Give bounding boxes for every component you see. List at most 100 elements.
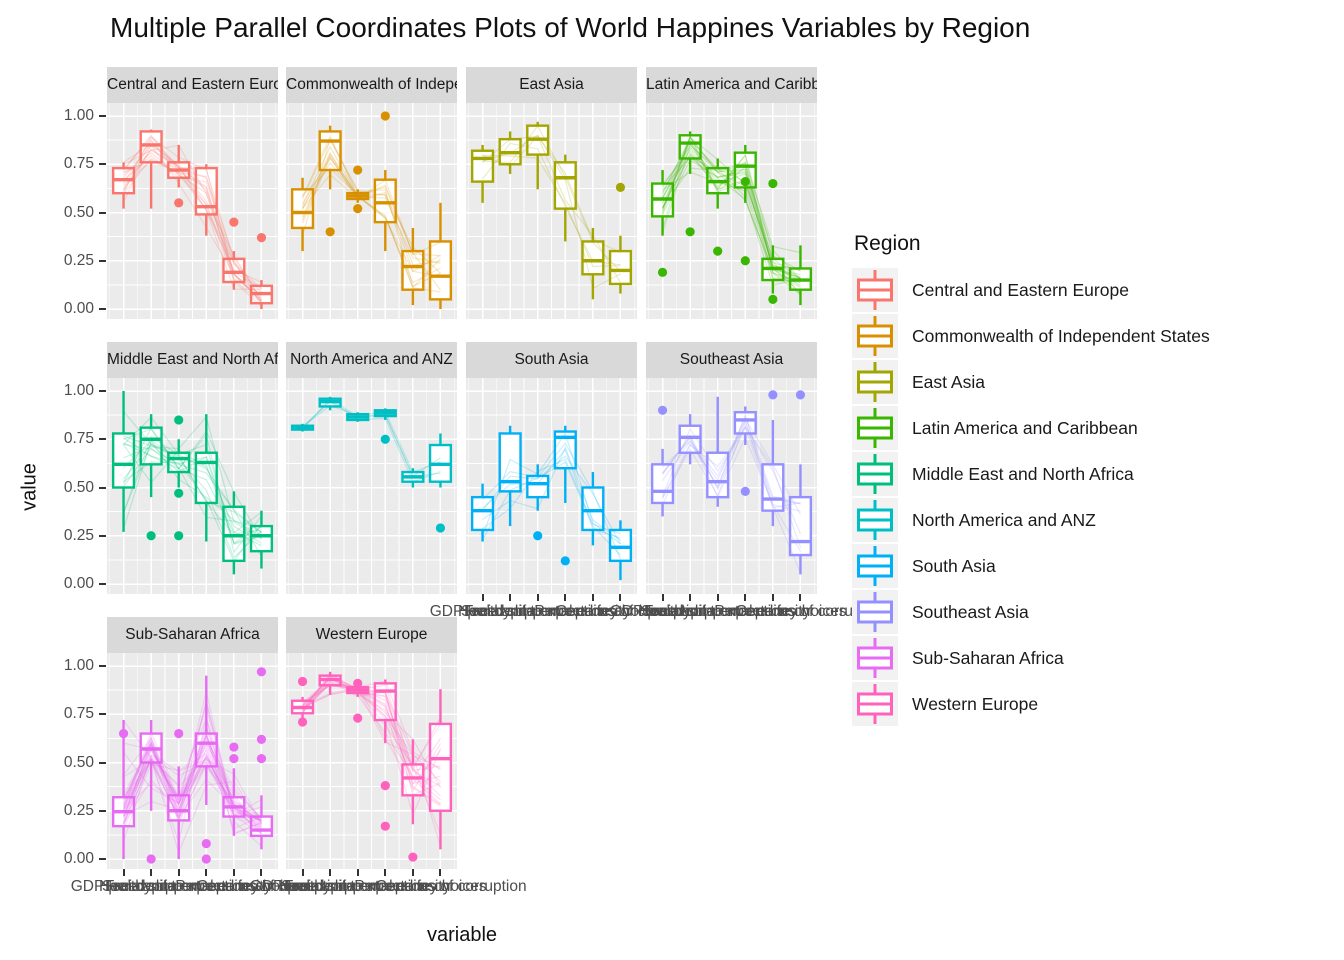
y-axis-tick-mark: [99, 583, 106, 585]
legend-item-label: North America and ANZ: [912, 509, 1096, 530]
x-axis-tick-label: Social support: [641, 603, 740, 620]
x-axis-tick-label: Perceptions of corruption: [534, 603, 707, 620]
x-axis-tick-mark: [260, 869, 263, 876]
x-axis-tick-mark: [536, 594, 539, 601]
x-axis-title: variable: [426, 924, 498, 946]
x-axis-tick-label: Generosity: [735, 603, 811, 620]
legend-item: East Asia: [852, 360, 1210, 404]
y-axis-tick-mark: [99, 163, 106, 166]
legend-key-boxplot-icon: [852, 590, 898, 634]
x-axis-tick-label: GDP per capita: [70, 878, 177, 895]
facet-panel: [286, 653, 457, 869]
x-axis-tick-label: Perceptions of corruption: [175, 878, 348, 895]
x-axis-tick-mark: [771, 594, 774, 601]
y-axis-tick-label: 0.00: [63, 575, 94, 592]
x-axis-tick-label: Freedom to make life choices: [284, 878, 487, 895]
x-axis-tick-label: Generosity: [375, 878, 451, 895]
legend-key-boxplot-icon: [852, 406, 898, 450]
x-axis-tick-label: Generosity: [196, 878, 272, 895]
x-axis-tick-label: Social support: [281, 878, 380, 895]
facet-strip: Sub-Saharan Africa: [107, 617, 278, 653]
y-axis-tick-mark: [99, 438, 106, 441]
facet-panel: [286, 378, 457, 594]
legend-item: Western Europe: [852, 682, 1210, 726]
x-axis-tick-label: GDP per capita: [249, 878, 356, 895]
legend-item: North America and ANZ: [852, 498, 1210, 542]
x-axis-tick-mark: [799, 594, 802, 601]
facet-strip: South Asia: [466, 342, 637, 378]
legend-key-boxplot-icon: [852, 452, 898, 496]
legend-key-boxplot-icon: [852, 268, 898, 312]
facet-strip: Middle East and North Africa: [107, 342, 278, 378]
facet-strip: Commonwealth of Independent States: [286, 67, 457, 103]
legend-item-label: Latin America and Caribbean: [912, 417, 1138, 438]
y-axis-tick-mark: [99, 809, 106, 812]
y-axis-tick-mark: [99, 486, 106, 489]
legend-item-label: Southeast Asia: [912, 601, 1029, 622]
legend-item: Latin America and Caribbean: [852, 406, 1210, 450]
legend-key-boxplot-icon: [852, 544, 898, 588]
facet-panel: [466, 378, 637, 594]
x-axis-tick-mark: [619, 594, 622, 601]
legend-item: Central and Eastern Europe: [852, 268, 1210, 312]
x-axis-tick-mark: [509, 594, 512, 601]
legend-item: Sub-Saharan Africa: [852, 636, 1210, 680]
x-axis-tick-label: Social support: [102, 878, 201, 895]
y-axis-tick-label: 0.25: [63, 526, 94, 544]
facet-panel: [107, 378, 278, 594]
facet-panel: [646, 378, 817, 594]
page-title: Multiple Parallel Coordinates Plots of W…: [110, 12, 1031, 43]
legend-item-label: Western Europe: [912, 693, 1039, 714]
x-axis-tick-label: Perceptions of corruption: [354, 878, 527, 895]
y-axis-tick-mark: [99, 761, 106, 764]
facet-strip: North America and ANZ: [286, 342, 457, 378]
x-axis-tick-mark: [661, 594, 664, 601]
x-axis-tick-mark: [689, 594, 692, 601]
x-axis-tick-mark: [716, 594, 719, 601]
y-axis-tick-label: 0.75: [63, 705, 94, 723]
legend-item-label: Middle East and North Africa: [912, 463, 1134, 484]
x-axis-tick-mark: [122, 869, 125, 876]
y-axis-tick-mark: [99, 211, 106, 214]
y-axis-tick-label: 0.25: [63, 801, 94, 819]
legend-item: Commonwealth of Independent States: [852, 314, 1210, 358]
x-axis-tick-label: Healthy life expectancy: [458, 603, 618, 620]
legend-key-boxplot-icon: [852, 498, 898, 542]
y-axis-tick-mark: [99, 259, 106, 262]
x-axis-tick-label: Healthy life expectancy: [278, 878, 438, 895]
y-axis-tick-mark: [99, 308, 106, 310]
legend: Region Central and Eastern Europe Commonw…: [852, 232, 1210, 728]
facet-strip: Central and Eastern Europe: [107, 67, 278, 103]
x-axis-tick-label: Freedom to make life choices: [105, 878, 308, 895]
y-axis-tick-label: 0.00: [63, 850, 94, 867]
legend-item-label: South Asia: [912, 555, 996, 576]
y-axis-tick-mark: [99, 390, 106, 392]
x-axis-tick-mark: [205, 869, 208, 876]
x-axis-tick-label: GDP per capita: [609, 603, 716, 620]
x-axis-tick-mark: [591, 594, 594, 601]
y-axis-tick-label: 1.00: [63, 657, 94, 674]
y-axis-tick-mark: [99, 713, 106, 716]
y-axis-tick-label: 0.50: [63, 203, 94, 221]
x-axis-tick-mark: [329, 869, 332, 876]
y-axis-tick-label: 0.50: [63, 753, 94, 771]
x-axis-tick-mark: [177, 869, 180, 876]
legend-title: Region: [854, 232, 921, 255]
x-axis-tick-label: Generosity: [555, 603, 631, 620]
x-axis-tick-mark: [301, 869, 304, 876]
x-axis-tick-mark: [744, 594, 747, 601]
x-axis-tick-mark: [439, 869, 442, 876]
x-axis-tick-label: Healthy life expectancy: [638, 603, 798, 620]
y-axis-tick-mark: [99, 665, 106, 667]
facet-panel: [107, 103, 278, 319]
facet-panel: [107, 653, 278, 869]
legend-items: Central and Eastern Europe Commonwealth o…: [852, 268, 1210, 726]
y-axis-tick-mark: [99, 858, 106, 860]
y-axis-tick-label: 0.75: [63, 430, 94, 448]
y-axis-tick-label: 0.00: [63, 300, 94, 317]
legend-key-boxplot-icon: [852, 314, 898, 358]
facet-panel: [466, 103, 637, 319]
legend-item: South Asia: [852, 544, 1210, 588]
x-axis-tick-mark: [411, 869, 414, 876]
legend-item-label: East Asia: [912, 371, 985, 392]
